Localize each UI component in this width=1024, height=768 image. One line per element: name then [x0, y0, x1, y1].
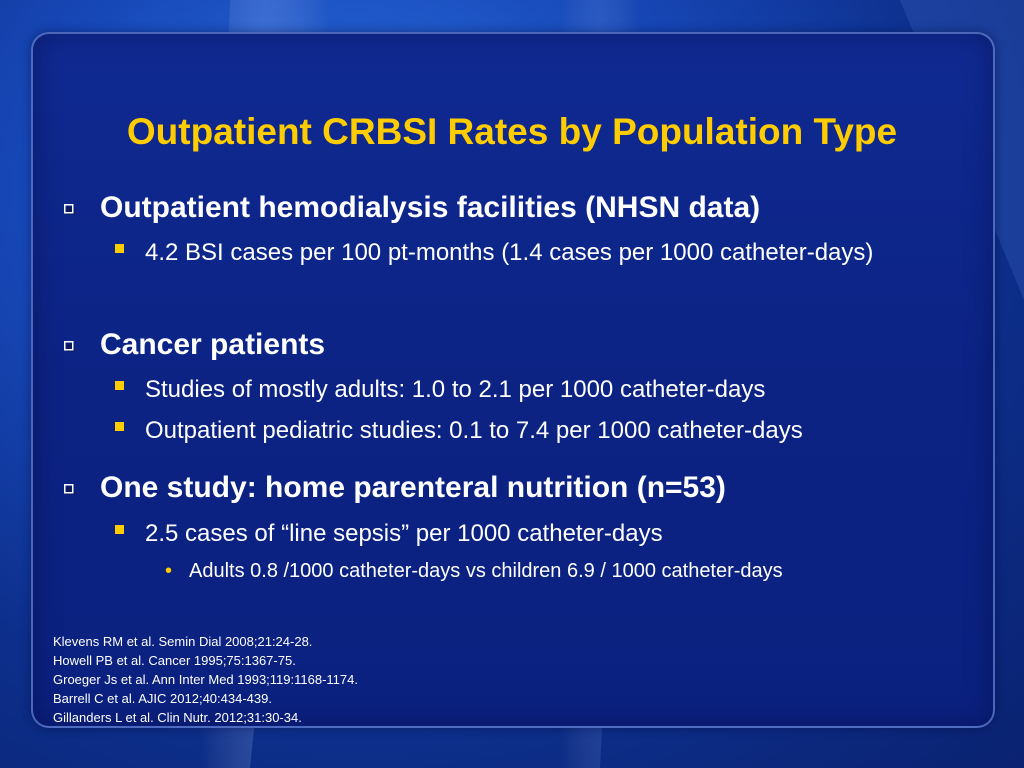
reference-item: Barrell C et al. AJIC 2012;40:434-439. [53, 691, 272, 706]
list-item: Outpatient pediatric studies: 0.1 to 7.4… [145, 417, 803, 444]
slide-content-panel [31, 32, 995, 728]
list-item: Studies of mostly adults: 1.0 to 2.1 per… [145, 376, 766, 403]
hollow-square-bullet-icon [64, 484, 75, 495]
reference-item: Klevens RM et al. Semin Dial 2008;21:24-… [53, 634, 313, 649]
sub-list-item: Adults 0.8 /1000 catheter-days vs childr… [189, 560, 783, 582]
section-heading-parenteral-nutrition: One study: home parenteral nutrition (n=… [100, 471, 726, 504]
square-bullet-icon [115, 244, 124, 253]
square-bullet-icon [115, 422, 124, 431]
hollow-square-bullet-icon [64, 204, 75, 215]
list-item: 4.2 BSI cases per 100 pt-months (1.4 cas… [145, 239, 874, 266]
reference-item: Gillanders L et al. Clin Nutr. 2012;31:3… [53, 710, 302, 725]
slide-title: Outpatient CRBSI Rates by Population Typ… [126, 111, 898, 152]
reference-item: Howell PB et al. Cancer 1995;75:1367-75. [53, 653, 296, 668]
square-bullet-icon [115, 381, 124, 390]
list-item: 2.5 cases of “line sepsis” per 1000 cath… [145, 520, 663, 547]
square-bullet-icon [115, 525, 124, 534]
dot-bullet-icon: • [165, 560, 173, 582]
section-heading-cancer: Cancer patients [100, 328, 326, 361]
references: Klevens RM et al. Semin Dial 2008;21:24-… [53, 632, 358, 727]
hollow-square-bullet-icon [64, 341, 75, 352]
section-heading-hemodialysis: Outpatient hemodialysis facilities (NHSN… [100, 191, 761, 224]
reference-item: Groeger Js et al. Ann Inter Med 1993;119… [53, 672, 358, 687]
